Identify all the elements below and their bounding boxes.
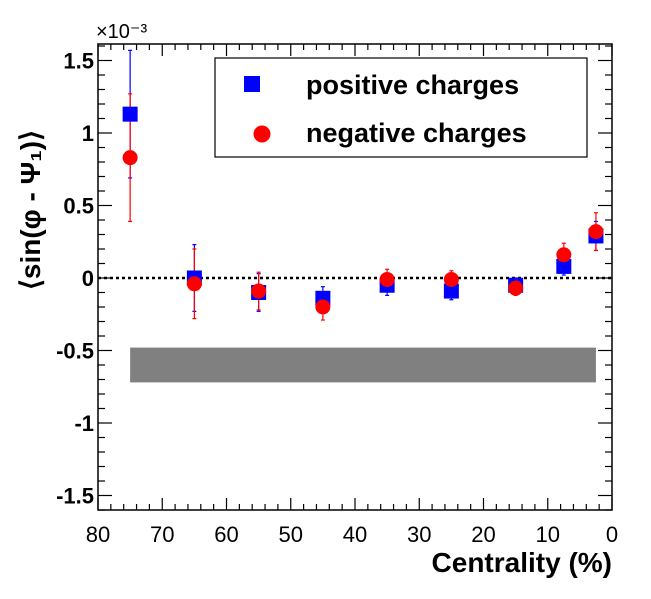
x-tick-label: 30 <box>407 522 431 547</box>
y-tick-label: 1.5 <box>63 49 94 74</box>
x-tick-label: 40 <box>343 522 367 547</box>
data-point-negative-charges <box>508 280 524 296</box>
data-point-negative-charges <box>443 271 459 287</box>
legend-marker-negative-charges <box>253 125 271 143</box>
y-tick-label: -1 <box>74 411 94 436</box>
y-tick-label: -1.5 <box>56 484 94 509</box>
data-point-negative-charges <box>379 271 395 287</box>
data-point-negative-charges <box>122 150 138 166</box>
data-point-negative-charges <box>556 247 572 263</box>
y-tick-label: 0 <box>82 266 94 291</box>
data-point-negative-charges <box>315 299 331 315</box>
data-point-negative-charges <box>588 224 604 240</box>
data-point-positive-charges <box>443 283 459 299</box>
y-exponent-label: ×10⁻³ <box>96 21 147 43</box>
y-tick-label: 1 <box>82 121 94 146</box>
legend: positive charges negative charges <box>214 57 588 158</box>
systematic-band <box>130 347 596 383</box>
x-tick-label: 50 <box>279 522 303 547</box>
x-axis-title: Centrality (%) <box>432 547 612 578</box>
y-tick-label: 0.5 <box>63 194 94 219</box>
data-point-negative-charges <box>251 283 267 299</box>
data-point-positive-charges <box>556 258 572 274</box>
legend-marker-positive-charges <box>244 76 260 92</box>
x-tick-label: 60 <box>214 522 238 547</box>
x-tick-label: 0 <box>606 522 618 547</box>
legend-box <box>214 57 588 158</box>
legend-label-negative-charges: negative charges <box>306 118 527 148</box>
x-tick-label: 10 <box>536 522 560 547</box>
data-point-negative-charges <box>186 276 202 292</box>
x-tick-label: 20 <box>471 522 495 547</box>
legend-label-positive-charges: positive charges <box>306 70 519 100</box>
x-tick-label: 70 <box>150 522 174 547</box>
y-tick-label: -0.5 <box>56 339 94 364</box>
x-tick-label: 80 <box>86 522 110 547</box>
y-axis-title: ⟨sin(φ - Ψ₁)⟩ <box>15 130 46 290</box>
data-point-positive-charges <box>122 106 138 122</box>
